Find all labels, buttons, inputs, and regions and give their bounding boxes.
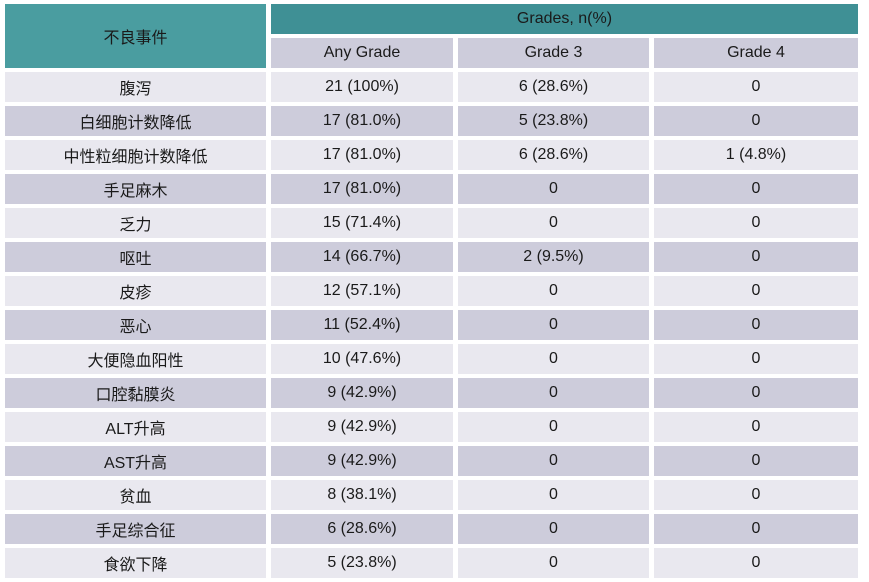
any-grade-value: 21 (100%)	[271, 72, 453, 102]
table-header: 不良事件 Grades, n(%) Any Grade Grade 3 Grad…	[5, 4, 858, 68]
grade-3-value: 0	[458, 174, 649, 204]
adverse-event-name: 贫血	[5, 480, 266, 510]
grade-4-value: 0	[654, 208, 858, 238]
header-row-group: 不良事件 Grades, n(%)	[5, 4, 858, 68]
table-row: 乏力 15 (71.4%) 0 0	[5, 208, 858, 238]
grade-3-value: 0	[458, 514, 649, 544]
table-row: 腹泻 21 (100%) 6 (28.6%) 0	[5, 72, 858, 102]
table-row: 手足麻木 17 (81.0%) 0 0	[5, 174, 858, 204]
header-row-grades: Any Grade Grade 3 Grade 4	[5, 38, 858, 68]
grade-4-value: 0	[654, 174, 858, 204]
table-row: ALT升高 9 (42.9%) 0 0	[5, 412, 858, 442]
grade-4-value: 1 (4.8%)	[654, 140, 858, 170]
any-grade-value: 12 (57.1%)	[271, 276, 453, 306]
grade-3-value: 0	[458, 548, 649, 578]
table-row: 皮疹 12 (57.1%) 0 0	[5, 276, 858, 306]
any-grade-value: 11 (52.4%)	[271, 310, 453, 340]
any-grade-value: 17 (81.0%)	[271, 174, 453, 204]
grade-4-value: 0	[654, 310, 858, 340]
adverse-event-name: 恶心	[5, 310, 266, 340]
any-grade-value: 17 (81.0%)	[271, 140, 453, 170]
any-grade-value: 17 (81.0%)	[271, 106, 453, 136]
col-header-grade-3: Grade 3	[458, 38, 649, 68]
grade-4-value: 0	[654, 548, 858, 578]
grade-3-value: 6 (28.6%)	[458, 72, 649, 102]
grade-4-value: 0	[654, 378, 858, 408]
grade-4-value: 0	[654, 242, 858, 272]
col-header-grade-4: Grade 4	[654, 38, 858, 68]
table-row: 食欲下降 5 (23.8%) 0 0	[5, 548, 858, 578]
table-row: 恶心 11 (52.4%) 0 0	[5, 310, 858, 340]
table-body: 腹泻 21 (100%) 6 (28.6%) 0 白细胞计数降低 17 (81.…	[5, 72, 858, 578]
adverse-event-name: 大便隐血阳性	[5, 344, 266, 374]
table-row: 大便隐血阳性 10 (47.6%) 0 0	[5, 344, 858, 374]
adverse-event-name: 呕吐	[5, 242, 266, 272]
adverse-event-name: ALT升高	[5, 412, 266, 442]
adverse-event-name: 中性粒细胞计数降低	[5, 140, 266, 170]
grade-3-value: 0	[458, 344, 649, 374]
table-row: AST升高 9 (42.9%) 0 0	[5, 446, 858, 476]
table-row: 贫血 8 (38.1%) 0 0	[5, 480, 858, 510]
adverse-event-name: 白细胞计数降低	[5, 106, 266, 136]
adverse-event-name: 皮疹	[5, 276, 266, 306]
adverse-event-name: 口腔黏膜炎	[5, 378, 266, 408]
grade-3-value: 5 (23.8%)	[458, 106, 649, 136]
grade-3-value: 0	[458, 446, 649, 476]
grade-3-value: 0	[458, 378, 649, 408]
grade-3-value: 0	[458, 310, 649, 340]
any-grade-value: 9 (42.9%)	[271, 446, 453, 476]
grade-4-value: 0	[654, 412, 858, 442]
grade-3-value: 0	[458, 208, 649, 238]
any-grade-value: 15 (71.4%)	[271, 208, 453, 238]
adverse-event-name: 手足综合征	[5, 514, 266, 544]
adverse-event-name: AST升高	[5, 446, 266, 476]
grade-3-value: 2 (9.5%)	[458, 242, 649, 272]
grade-4-value: 0	[654, 72, 858, 102]
any-grade-value: 9 (42.9%)	[271, 378, 453, 408]
grade-3-value: 0	[458, 412, 649, 442]
grade-3-value: 6 (28.6%)	[458, 140, 649, 170]
grade-4-value: 0	[654, 276, 858, 306]
table-row: 中性粒细胞计数降低 17 (81.0%) 6 (28.6%) 1 (4.8%)	[5, 140, 858, 170]
col-header-any-grade: Any Grade	[271, 38, 453, 68]
grade-4-value: 0	[654, 446, 858, 476]
any-grade-value: 9 (42.9%)	[271, 412, 453, 442]
grade-4-value: 0	[654, 514, 858, 544]
any-grade-value: 14 (66.7%)	[271, 242, 453, 272]
grade-3-value: 0	[458, 276, 649, 306]
table-row: 口腔黏膜炎 9 (42.9%) 0 0	[5, 378, 858, 408]
table-row: 手足综合征 6 (28.6%) 0 0	[5, 514, 858, 544]
adverse-event-name: 手足麻木	[5, 174, 266, 204]
any-grade-value: 5 (23.8%)	[271, 548, 453, 578]
any-grade-value: 10 (47.6%)	[271, 344, 453, 374]
grade-4-value: 0	[654, 344, 858, 374]
table-row: 呕吐 14 (66.7%) 2 (9.5%) 0	[5, 242, 858, 272]
table-row: 白细胞计数降低 17 (81.0%) 5 (23.8%) 0	[5, 106, 858, 136]
any-grade-value: 8 (38.1%)	[271, 480, 453, 510]
adverse-event-name: 腹泻	[5, 72, 266, 102]
grade-3-value: 0	[458, 480, 649, 510]
grades-group-header: Grades, n(%)	[271, 4, 858, 34]
adverse-event-column-header: 不良事件	[5, 4, 266, 68]
any-grade-value: 6 (28.6%)	[271, 514, 453, 544]
grade-4-value: 0	[654, 106, 858, 136]
adverse-event-name: 乏力	[5, 208, 266, 238]
grade-4-value: 0	[654, 480, 858, 510]
adverse-event-name: 食欲下降	[5, 548, 266, 578]
